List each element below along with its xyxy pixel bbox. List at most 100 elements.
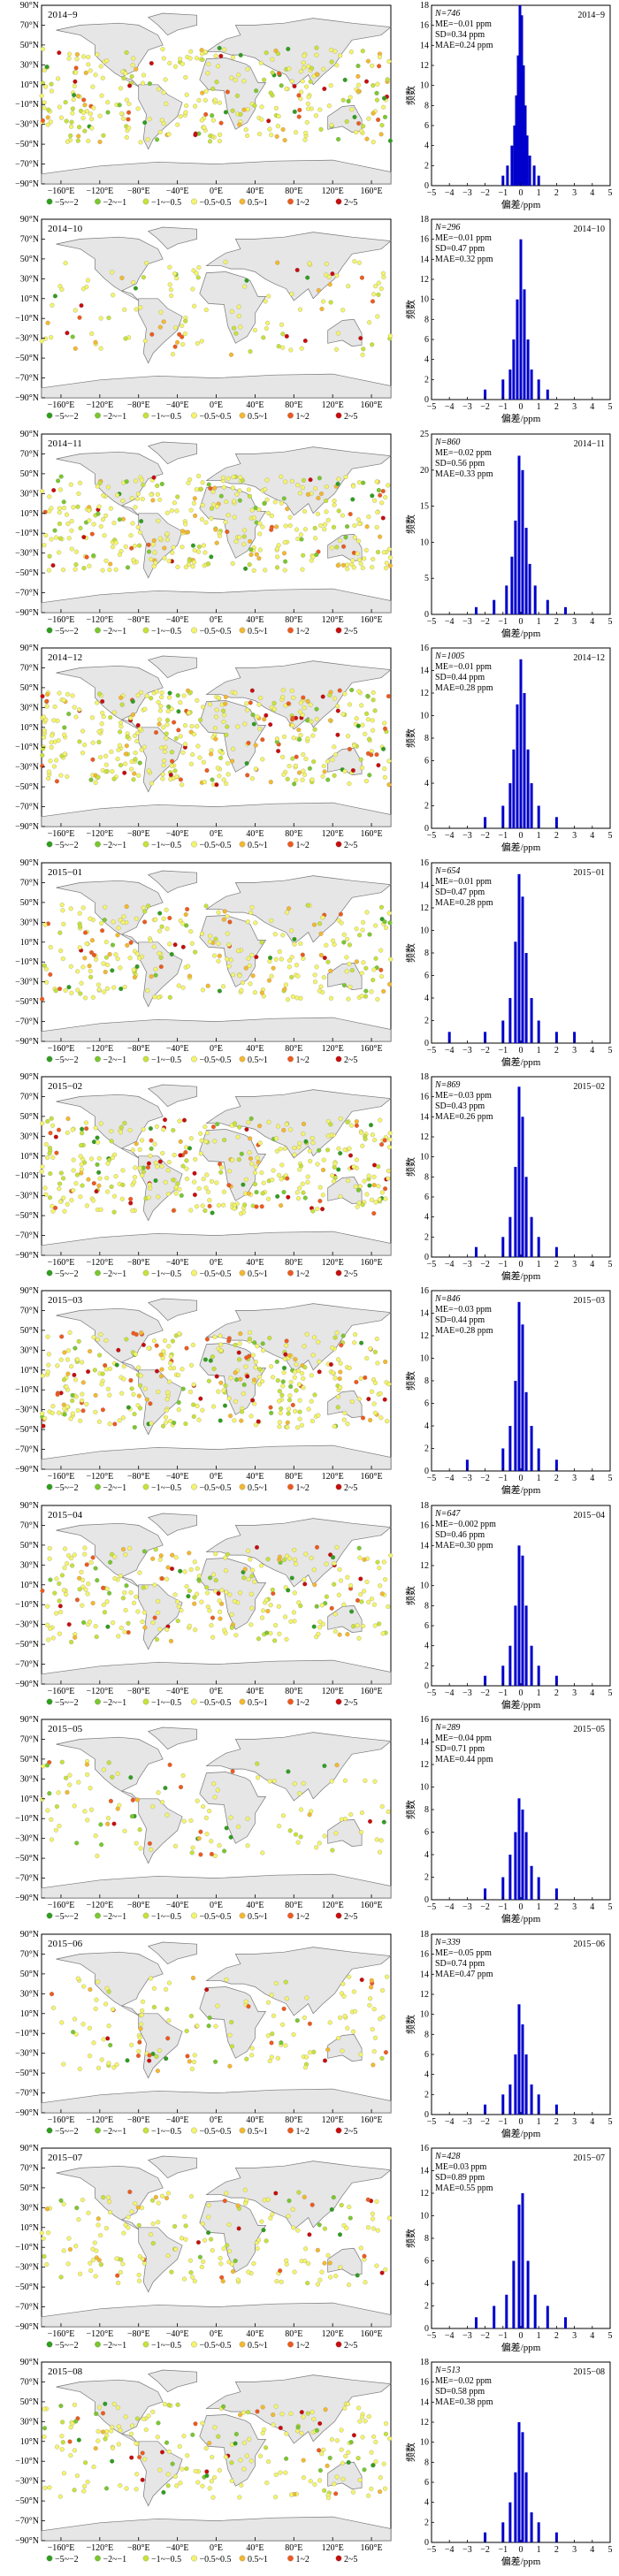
data-point: [206, 1189, 211, 1194]
data-point: [178, 700, 183, 705]
data-point: [267, 1779, 272, 1784]
data-point: [355, 2456, 361, 2461]
data-point: [305, 1174, 310, 1179]
data-point: [217, 953, 222, 958]
data-point: [204, 768, 210, 774]
y-tick-label: 14: [420, 880, 429, 890]
data-point: [171, 1208, 176, 1213]
data-point: [248, 1622, 254, 1627]
legend-label: 1~2: [296, 1269, 310, 1279]
data-point: [210, 1210, 215, 1216]
legend-label: −0.5~0.5: [200, 412, 232, 422]
histogram-bar: [537, 1020, 540, 1043]
histogram-bar: [474, 2317, 478, 2329]
data-point: [100, 1407, 105, 1413]
lat-tick-label: 70°N: [20, 1092, 39, 1101]
data-point: [314, 45, 319, 50]
data-point: [198, 718, 203, 723]
data-point: [228, 1834, 233, 1841]
data-point: [39, 1169, 44, 1174]
data-point: [356, 88, 362, 94]
legend-swatch: [239, 1484, 246, 1490]
data-point: [241, 528, 248, 533]
data-point: [310, 1140, 316, 1146]
data-point: [335, 708, 340, 713]
y-tick-label: 10: [420, 1354, 429, 1364]
data-point: [197, 755, 203, 760]
data-point: [154, 1344, 159, 1349]
data-point: [378, 132, 384, 137]
data-point: [271, 2412, 276, 2418]
y-tick-label: 10: [420, 926, 429, 935]
data-point: [238, 475, 243, 480]
legend-swatch: [239, 2556, 246, 2562]
data-point: [103, 969, 108, 974]
continent-outline: [205, 446, 392, 516]
data-point: [348, 2440, 354, 2445]
data-point: [375, 81, 380, 87]
data-point: [385, 1419, 390, 1424]
data-point: [317, 1369, 322, 1375]
x-tick-label: 1: [537, 1902, 541, 1912]
data-point: [317, 2222, 322, 2228]
data-point: [320, 774, 325, 780]
lon-tick-label: −160°E: [48, 615, 75, 625]
data-point: [100, 711, 105, 716]
data-point: [62, 1412, 67, 1417]
data-point: [53, 1134, 58, 1139]
data-point: [188, 2194, 195, 2199]
data-point: [382, 918, 387, 924]
data-point: [80, 286, 86, 292]
data-point: [380, 271, 386, 277]
data-point: [236, 72, 241, 78]
legend-label: −1~−0.5: [151, 841, 181, 850]
legend-swatch: [191, 2127, 197, 2133]
data-point: [103, 1338, 109, 1344]
data-point: [273, 1622, 279, 1627]
map-legend: −5~−2 −2~−1 −1~−0.5 −0.5~0.5 0.5~1 1~2 2~5: [46, 2341, 357, 2351]
y-tick-label: 6: [424, 2478, 429, 2488]
lat-tick-label: 50°N: [20, 1969, 39, 1978]
y-axis-label: 频数: [404, 1371, 416, 1391]
data-point: [95, 700, 100, 705]
lat-tick-label: −50°N: [15, 782, 39, 792]
lat-tick-label: −90°N: [15, 2108, 39, 2118]
histogram-bar: [530, 783, 533, 829]
data-point: [76, 491, 81, 496]
data-point: [176, 1373, 181, 1378]
data-point: [164, 2006, 170, 2011]
data-point: [101, 133, 106, 138]
data-point: [44, 704, 50, 709]
data-point: [118, 1130, 123, 1135]
data-point: [130, 1797, 135, 1803]
data-point: [108, 561, 113, 567]
data-point: [68, 1416, 73, 1421]
data-point: [191, 1414, 196, 1420]
data-point: [237, 1357, 242, 1362]
data-point: [317, 1199, 323, 1204]
annotation-n: N=746: [434, 9, 460, 19]
data-point: [309, 1555, 314, 1560]
histogram-bar: [510, 556, 514, 614]
legend-label: 0.5~1: [248, 1912, 268, 1922]
data-point: [248, 1156, 253, 1162]
data-point: [379, 123, 385, 128]
data-point: [217, 2468, 222, 2473]
data-point: [212, 97, 218, 103]
data-point: [45, 122, 50, 127]
lon-tick-label: −120°E: [86, 1901, 113, 1910]
x-tick-label: 4: [590, 1688, 594, 1698]
data-point: [322, 2226, 327, 2231]
data-point: [276, 71, 282, 76]
data-point: [292, 941, 297, 947]
data-point: [284, 910, 290, 915]
y-tick-label: 8: [424, 1172, 429, 1182]
data-point: [105, 1161, 111, 1166]
data-point: [138, 2021, 144, 2026]
data-point: [305, 1179, 310, 1185]
legend-swatch: [46, 1912, 53, 1919]
data-point: [88, 1559, 94, 1565]
data-point: [292, 781, 297, 787]
data-point: [377, 1621, 382, 1627]
